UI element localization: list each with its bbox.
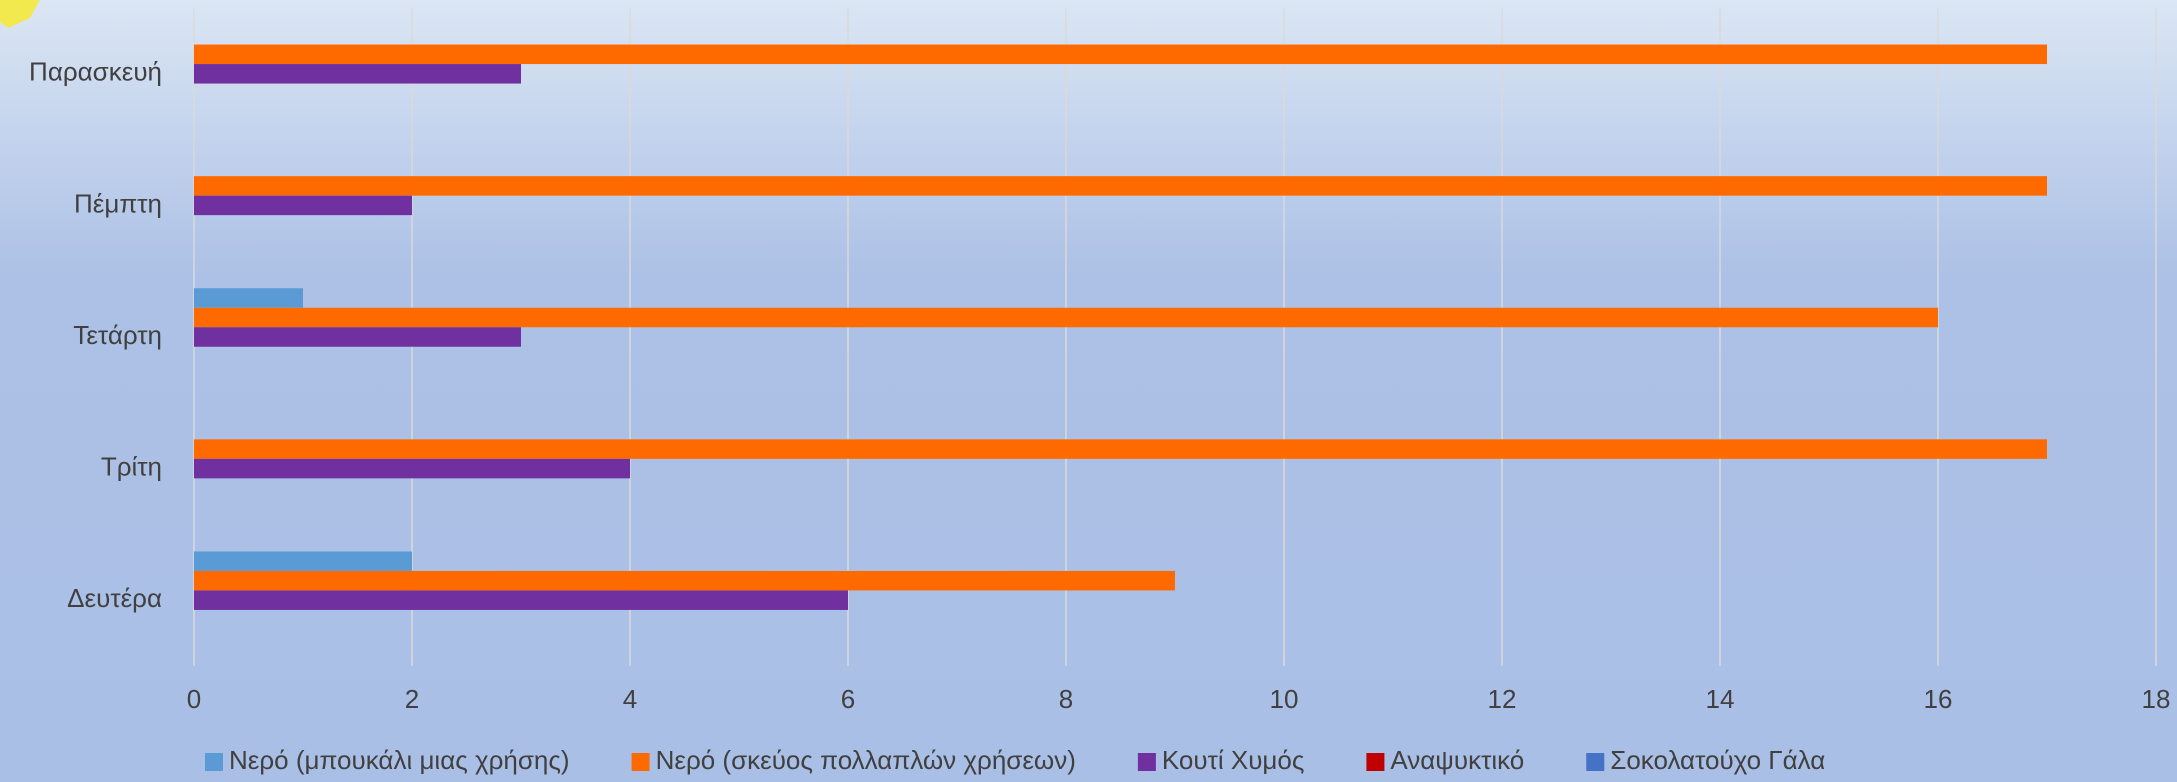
bar [194, 327, 521, 347]
x-tick-label: 0 [187, 684, 201, 714]
legend-label: Κουτί Χυμός [1162, 745, 1305, 775]
legend-swatch [632, 753, 650, 771]
y-tick-label: Τρίτη [101, 451, 162, 481]
bar [194, 45, 2047, 65]
x-tick-label: 4 [623, 684, 637, 714]
x-tick-label: 18 [2142, 684, 2171, 714]
background [0, 0, 2177, 782]
bar [194, 439, 2047, 459]
legend-label: Νερό (μπουκάλι μιας χρήσης) [229, 745, 570, 775]
bar [194, 288, 303, 308]
x-tick-label: 14 [1706, 684, 1735, 714]
y-tick-label: Παρασκευή [29, 57, 162, 87]
bar [194, 571, 1175, 591]
y-tick-label: Πέμπτη [74, 188, 162, 218]
bar [194, 196, 412, 216]
legend-label: Σοκολατούχο Γάλα [1610, 745, 1825, 775]
legend-swatch [205, 753, 223, 771]
chart: 0 2 4 6 8 10 12 14 16 18 Δευτέρα Τρίτη Τετάρτη Πέμπτη… [0, 0, 2177, 782]
legend-swatch [1138, 753, 1156, 771]
x-tick-label: 10 [1270, 684, 1299, 714]
x-tick-label: 12 [1488, 684, 1517, 714]
legend-label: Αναψυκτικό [1390, 745, 1524, 775]
legend-swatch [1366, 753, 1384, 771]
bar [194, 590, 848, 610]
bar [194, 459, 630, 479]
x-tick-label: 8 [1059, 684, 1073, 714]
bar [194, 308, 1938, 328]
bar [194, 64, 521, 84]
bar [194, 551, 412, 571]
legend-swatch [1586, 753, 1604, 771]
legend-label: Νερό (σκεύος πολλαπλών χρήσεων) [656, 745, 1076, 775]
x-tick-label: 6 [841, 684, 855, 714]
page: 0 2 4 6 8 10 12 14 16 18 Δευτέρα Τρίτη Τετάρτη Πέμπτη… [0, 0, 2177, 782]
x-tick-label: 2 [405, 684, 419, 714]
y-tick-label: Δευτέρα [67, 583, 162, 613]
x-tick-label: 16 [1924, 684, 1953, 714]
y-tick-label: Τετάρτη [73, 320, 162, 350]
bar [194, 176, 2047, 196]
